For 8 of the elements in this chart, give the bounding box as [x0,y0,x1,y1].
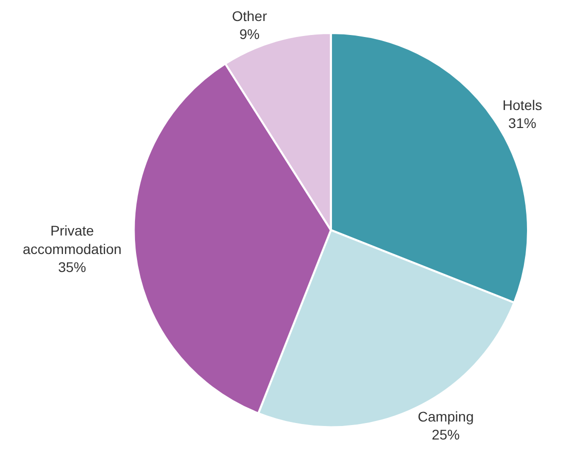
slice-label: Hotels [502,96,542,113]
slice-label: Other [232,8,268,24]
slice-label: Private accommodation [22,222,122,257]
data-label: 35% [58,259,86,276]
data-label: 31% [508,114,536,131]
slice-label: Camping [418,408,474,424]
data-label: 9% [239,26,260,42]
data-label: 25% [432,426,460,442]
